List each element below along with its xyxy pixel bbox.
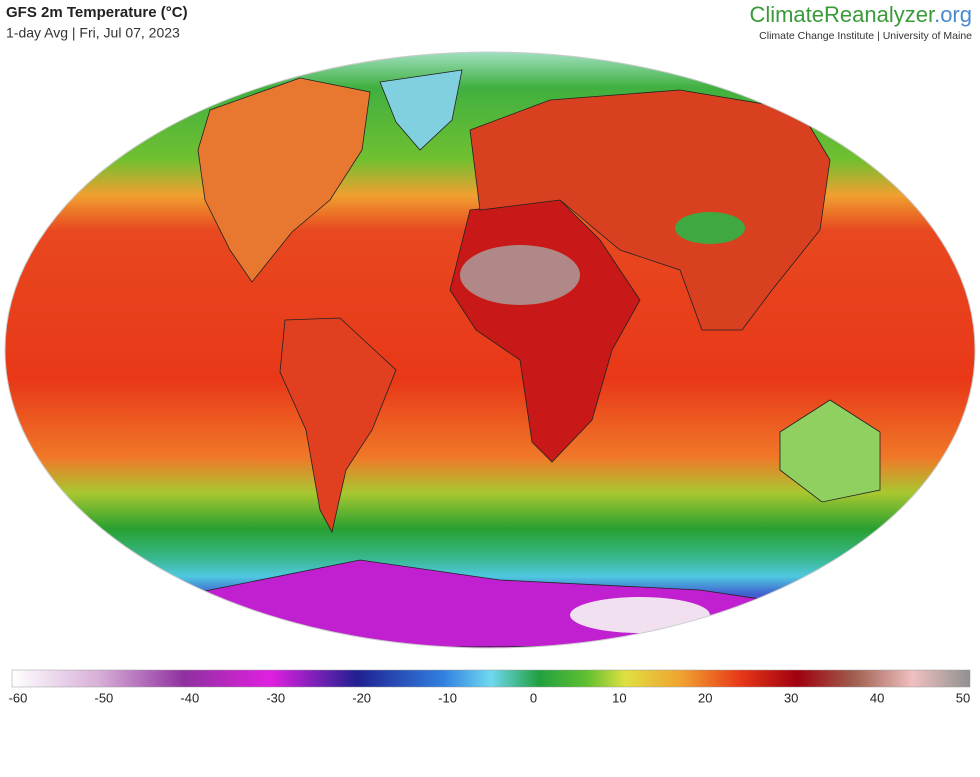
- colorbar-ticks: -60 -50 -40 -30 -20 -10 0 10 20 30 40 50: [9, 690, 971, 705]
- colorbar-tick-label: -50: [95, 690, 114, 705]
- colorbar-tick-label: 40: [870, 690, 884, 705]
- colorbar-tick-label: 20: [698, 690, 712, 705]
- eurasia: [469, 89, 831, 331]
- australia: [779, 399, 881, 503]
- north-america: [197, 77, 371, 283]
- colorbar-tick-label: -30: [266, 690, 285, 705]
- brand-main: ClimateReanalyzer: [749, 2, 935, 27]
- subtitle: 1-day Avg | Fri, Jul 07, 2023: [6, 25, 180, 41]
- colorbar-tick-label: 50: [956, 690, 970, 705]
- brand-tagline: Climate Change Institute | University of…: [759, 30, 972, 42]
- colorbar-tick-label: -10: [438, 690, 457, 705]
- sahara: [460, 245, 580, 305]
- colorbar-tick-label: -20: [352, 690, 371, 705]
- brand-suffix: .org: [934, 2, 972, 27]
- colorbar-tick-label: -60: [9, 690, 28, 705]
- colorbar-tick-label: 0: [530, 690, 537, 705]
- tibet: [675, 212, 745, 244]
- colorbar-tick-label: 30: [784, 690, 798, 705]
- title: GFS 2m Temperature (°C): [6, 4, 188, 21]
- continents: [197, 69, 881, 648]
- colorbar-tick-label: 10: [612, 690, 626, 705]
- antarctic-plateau: [570, 597, 710, 633]
- south-america: [279, 317, 397, 534]
- colorbar-tick-label: -40: [180, 690, 199, 705]
- colorbar: [11, 669, 971, 688]
- greenland: [379, 69, 463, 151]
- map-border: [4, 51, 976, 649]
- brand-name: ClimateReanalyzer.org: [749, 2, 972, 27]
- map: [5, 52, 975, 648]
